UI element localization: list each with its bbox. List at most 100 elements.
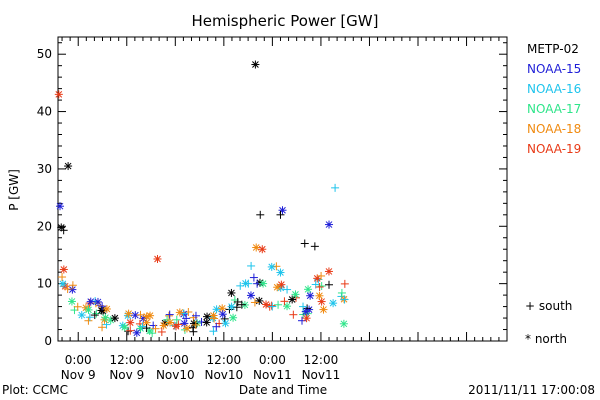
data-point <box>98 323 107 332</box>
data-point <box>84 316 93 325</box>
data-point <box>258 245 267 254</box>
x-tick-label-date: Nov10 <box>156 368 195 382</box>
data-point <box>267 262 276 271</box>
data-point <box>303 304 312 313</box>
data-point <box>255 296 264 305</box>
data-point <box>172 315 181 324</box>
data-point <box>120 323 129 332</box>
data-point <box>246 291 255 300</box>
chart-title: Hemispheric Power [GW] <box>192 12 379 30</box>
data-point <box>70 306 79 315</box>
data-point <box>126 318 135 327</box>
data-point <box>278 206 287 215</box>
data-point <box>315 291 324 300</box>
y-tick-label: 50 <box>37 47 52 61</box>
data-point <box>191 320 200 329</box>
data-point <box>262 300 271 309</box>
y-tick-label: 40 <box>37 105 52 119</box>
x-tick-label-time: 12:00 <box>304 353 339 367</box>
data-point <box>283 285 292 294</box>
data-point <box>276 268 285 277</box>
x-tick-label-time: 12:00 <box>207 353 242 367</box>
data-point <box>277 280 286 289</box>
x-tick-label-time: 12:00 <box>109 353 144 367</box>
data-point <box>124 309 133 318</box>
data-point <box>197 317 206 326</box>
data-point <box>146 311 155 320</box>
data-point <box>64 162 73 171</box>
data-point <box>283 302 292 311</box>
data-point <box>299 302 308 311</box>
x-tick-label-time: 0:00 <box>259 353 286 367</box>
data-point <box>212 322 221 331</box>
data-point <box>59 265 68 274</box>
data-point <box>315 283 324 292</box>
data-point <box>244 279 253 288</box>
x-tick-label-date: Nov 9 <box>109 368 144 382</box>
data-point <box>126 326 135 335</box>
data-point <box>218 310 227 319</box>
legend: METP-02 NOAA-15 NOAA-16 NOAA-17 NOAA-18 NOAA-… <box>525 42 581 346</box>
data-point <box>340 279 349 288</box>
y-tick-label: 20 <box>37 219 52 233</box>
data-point <box>272 262 281 271</box>
marker-legend-entry: * north <box>525 332 567 346</box>
data-point <box>317 282 326 291</box>
data-point <box>101 313 110 322</box>
data-point <box>63 285 72 294</box>
data-point <box>166 318 175 327</box>
data-point <box>267 301 276 310</box>
data-point <box>102 304 111 313</box>
data-point <box>93 297 102 306</box>
x-axis-label: Date and Time <box>239 383 327 397</box>
data-point <box>151 324 160 333</box>
y-tick-label: 0 <box>44 334 52 348</box>
data-point <box>68 281 77 290</box>
data-point <box>58 273 67 282</box>
x-tick-label-time: 0:00 <box>65 353 92 367</box>
data-point <box>175 308 184 317</box>
legend-entry: NOAA-15 <box>527 62 581 76</box>
data-point <box>324 267 333 276</box>
data-point <box>276 210 285 219</box>
x-tick-label-date: Nov11 <box>253 368 292 382</box>
data-point <box>136 310 145 319</box>
data-point <box>212 305 221 314</box>
data-point <box>274 300 283 309</box>
marker-legend-entry: + south <box>525 299 572 313</box>
data-point <box>165 310 174 319</box>
data-point <box>157 327 166 336</box>
data-point <box>306 291 315 300</box>
data-point <box>174 320 183 329</box>
data-point <box>67 297 76 306</box>
data-point <box>249 273 258 282</box>
data-point <box>237 300 246 309</box>
data-points <box>54 60 349 338</box>
data-point <box>317 271 326 280</box>
data-point <box>98 302 107 311</box>
data-point <box>329 299 338 308</box>
data-point <box>273 283 282 292</box>
data-point <box>300 239 309 248</box>
data-point <box>319 305 328 314</box>
data-point <box>337 288 346 297</box>
data-point <box>58 279 67 288</box>
y-axis-label: P [GW] <box>7 169 21 211</box>
data-point <box>77 311 86 320</box>
data-point <box>233 297 242 306</box>
data-point <box>331 183 340 192</box>
data-point <box>256 210 265 219</box>
x-tick-label-date: Nov 9 <box>61 368 96 382</box>
data-point <box>221 319 230 328</box>
data-point <box>340 295 349 304</box>
data-point <box>252 243 261 252</box>
data-point <box>250 298 259 307</box>
data-point <box>182 314 191 323</box>
y-tick-label: 10 <box>37 277 52 291</box>
footer-timestamp: 2011/11/11 17:00:08 <box>468 383 595 397</box>
data-point <box>202 318 211 327</box>
data-point <box>302 314 311 323</box>
data-point <box>203 312 212 321</box>
